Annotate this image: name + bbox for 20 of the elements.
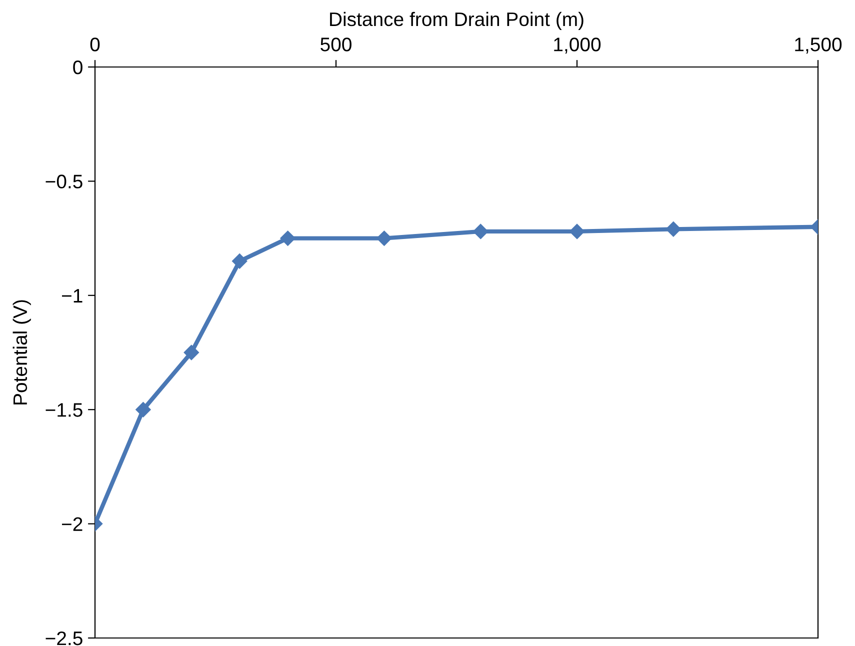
- x-tick-label: 500: [320, 38, 352, 52]
- x-tick-label: 1,500: [795, 38, 842, 54]
- point: [184, 344, 199, 360]
- y-tick-label: −0.5: [46, 174, 82, 188]
- y-tick-label: −1: [62, 289, 82, 302]
- y-tick-label: −2: [62, 517, 82, 531]
- point: [376, 230, 392, 246]
- y-axis-title: Potential (V): [12, 300, 31, 404]
- y-tick-label: −1.5: [46, 403, 82, 417]
- x-tick-label: 0: [90, 38, 100, 52]
- y-tick-label: −2.5: [46, 631, 82, 646]
- point: [666, 222, 681, 237]
- point: [280, 230, 296, 246]
- x-axis-title: Distance from Drain Point (m): [330, 12, 584, 30]
- point: [232, 254, 248, 269]
- point: [473, 224, 488, 240]
- point: [136, 402, 151, 418]
- x-tick-label: 1,000: [554, 38, 601, 54]
- y-tick-label: 0: [73, 60, 82, 74]
- point: [569, 224, 585, 240]
